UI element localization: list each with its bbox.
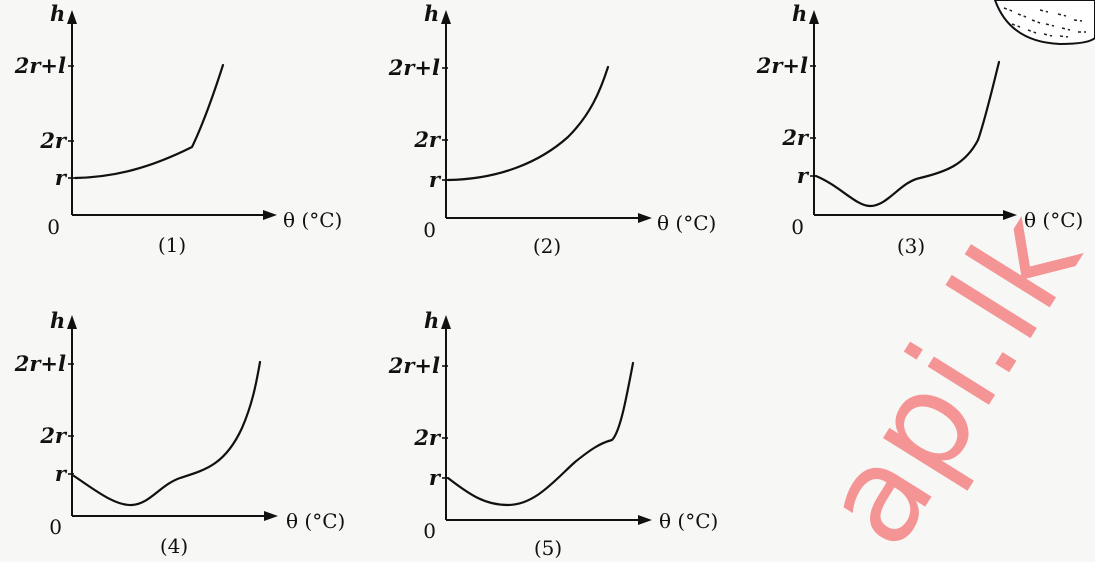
graph-5-x-label: θ (°C) bbox=[659, 509, 718, 533]
graph-4-tick-label-r: r bbox=[55, 461, 68, 486]
graph-4-tick-label-2r: 2r bbox=[39, 423, 68, 448]
graph-5-tick-label-r: r bbox=[429, 465, 442, 490]
graph-5-y-arrow bbox=[441, 315, 451, 329]
graph-2-tick-label-r: r bbox=[429, 167, 442, 192]
graph-1: h 2r+l 2r r 0 θ (°C) (1) bbox=[14, 1, 343, 257]
graph-1-curve bbox=[73, 63, 225, 180]
graph-2-x-arrow bbox=[638, 213, 652, 223]
graph-5-h-label: h bbox=[424, 308, 439, 333]
graph-2-y-arrow bbox=[441, 10, 451, 24]
graph-1-y-arrow bbox=[67, 10, 77, 24]
graph-1-x-label: θ (°C) bbox=[283, 208, 342, 232]
graph-3-h-label: h bbox=[792, 1, 807, 26]
watermark-text: api.lk bbox=[792, 188, 1095, 562]
graph-2-caption: (2) bbox=[533, 234, 561, 258]
graph-3-tick-label-2rl: 2r+l bbox=[756, 53, 808, 78]
graph-5-curve bbox=[446, 361, 635, 507]
graph-3: h 2r+l 2r r 0 θ (°C) (3) bbox=[756, 1, 1084, 258]
graph-2-tick-label-2rl: 2r+l bbox=[388, 55, 440, 80]
graph-1-origin: 0 bbox=[47, 215, 60, 239]
graph-2-h-label: h bbox=[424, 1, 439, 26]
graph-3-tick-label-2r: 2r bbox=[781, 125, 810, 150]
graph-2-x-label: θ (°C) bbox=[657, 211, 716, 235]
graph-1-tick-label-2rl: 2r+l bbox=[14, 53, 66, 78]
graph-4-caption: (4) bbox=[160, 534, 188, 558]
graph-1-x-arrow bbox=[263, 210, 277, 220]
graph-3-tick-label-r: r bbox=[797, 163, 810, 188]
graph-3-origin: 0 bbox=[791, 215, 804, 239]
graph-4-origin: 0 bbox=[49, 515, 62, 539]
graph-5-caption: (5) bbox=[534, 536, 562, 560]
graph-4-tick-label-2rl: 2r+l bbox=[14, 351, 66, 376]
graph-4-curve bbox=[72, 360, 262, 507]
graph-4-h-label: h bbox=[50, 308, 65, 333]
graph-5-tick-label-2rl: 2r+l bbox=[388, 353, 440, 378]
graph-4-y-arrow bbox=[67, 315, 77, 329]
graph-1-tick-label-2r: 2r bbox=[39, 128, 68, 153]
graph-5: h 2r+l 2r r 0 θ (°C) (5) bbox=[388, 308, 719, 560]
graph-3-caption: (3) bbox=[897, 234, 925, 258]
graph-5-tick-label-2r: 2r bbox=[413, 425, 442, 450]
graph-3-x-label: θ (°C) bbox=[1024, 208, 1083, 232]
graph-5-x-arrow bbox=[638, 515, 652, 525]
graph-5-origin: 0 bbox=[423, 519, 436, 543]
corner-figure bbox=[993, 0, 1095, 46]
graph-2: h 2r+l 2r r 0 θ (°C) (2) bbox=[388, 1, 717, 258]
graph-2-curve bbox=[446, 65, 610, 182]
graph-4-x-arrow bbox=[264, 511, 278, 521]
graph-3-x-arrow bbox=[1003, 210, 1017, 220]
graph-1-caption: (1) bbox=[158, 233, 186, 257]
graph-1-h-label: h bbox=[50, 1, 65, 26]
graph-1-tick-label-r: r bbox=[55, 165, 68, 190]
graph-4-x-label: θ (°C) bbox=[286, 509, 345, 533]
graph-2-tick-label-2r: 2r bbox=[413, 127, 442, 152]
graph-2-origin: 0 bbox=[423, 218, 436, 242]
graph-4: h 2r+l 2r r 0 θ (°C) (4) bbox=[14, 308, 346, 558]
graph-3-y-arrow bbox=[809, 10, 819, 24]
graph-3-curve bbox=[814, 60, 1001, 208]
